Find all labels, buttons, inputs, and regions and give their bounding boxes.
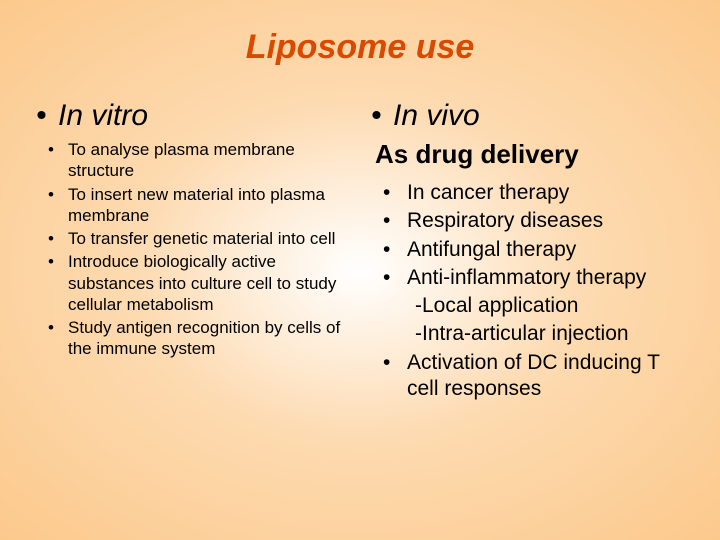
list-item: To transfer genetic material into cell (46, 228, 345, 249)
list-item: Activation of DC inducing T cell respons… (381, 350, 680, 403)
list-item: Anti-inflammatory therapy (381, 265, 680, 291)
right-list: In cancer therapy Respiratory diseases A… (375, 180, 680, 291)
sub-item: -Intra-articular injection (375, 321, 680, 347)
slide-title: Liposome use (40, 28, 680, 67)
right-heading: In vivo (375, 99, 680, 133)
left-list: To analyse plasma membrane structure To … (40, 139, 345, 360)
left-column: In vitro To analyse plasma membrane stru… (40, 99, 345, 404)
left-heading: In vitro (40, 99, 345, 133)
list-item: Respiratory diseases (381, 208, 680, 234)
list-item: To insert new material into plasma membr… (46, 184, 345, 227)
list-item: In cancer therapy (381, 180, 680, 206)
right-list-2: Activation of DC inducing T cell respons… (375, 350, 680, 403)
list-item: Antifungal therapy (381, 237, 680, 263)
right-column: In vivo As drug delivery In cancer thera… (375, 99, 680, 404)
columns: In vitro To analyse plasma membrane stru… (40, 99, 680, 404)
right-subheading: As drug delivery (375, 139, 680, 170)
sub-item: -Local application (375, 293, 680, 319)
list-item: To analyse plasma membrane structure (46, 139, 345, 182)
slide: Liposome use In vitro To analyse plasma … (0, 0, 720, 540)
list-item: Study antigen recognition by cells of th… (46, 317, 345, 360)
list-item: Introduce biologically active substances… (46, 251, 345, 315)
